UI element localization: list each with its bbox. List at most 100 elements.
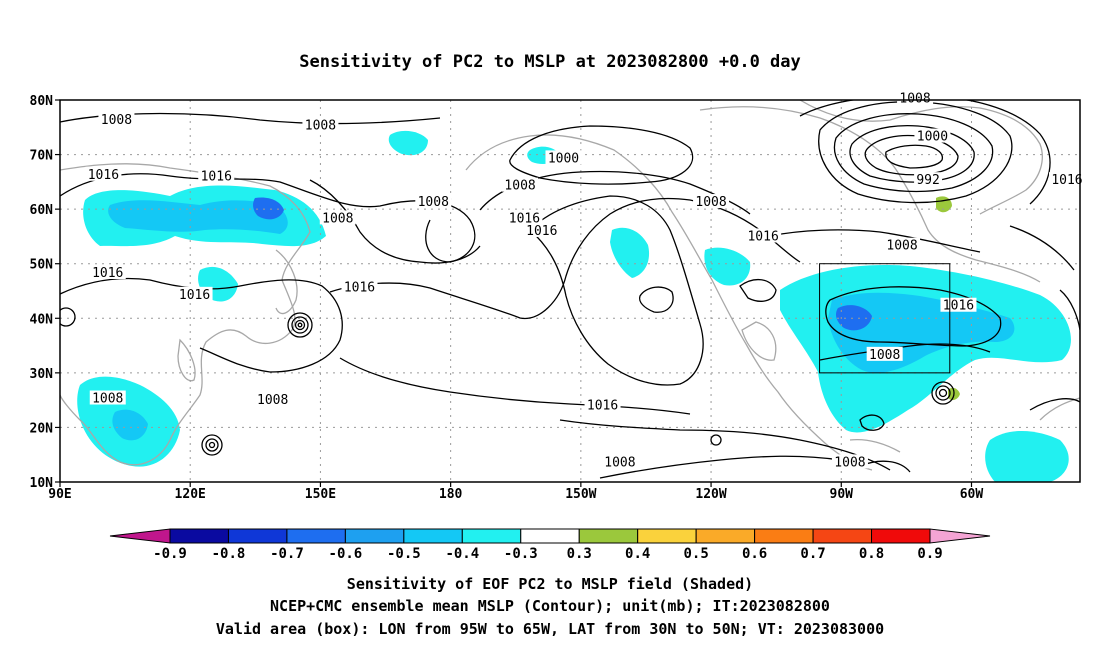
colorbar-swatch: [578, 528, 639, 544]
contour-label: 1016: [747, 229, 778, 244]
lon-tick-label: 150W: [565, 487, 596, 502]
latitude-axis: 80N 70N 60N 50N 40N 30N 20N 10N: [30, 94, 60, 491]
colorbar-swatch: [461, 528, 522, 544]
lat-tick-label: 50N: [30, 258, 54, 273]
colorbar-label: -0.7: [270, 546, 304, 562]
contour-label: 1008: [899, 91, 930, 106]
contour-label-bg: [198, 168, 235, 183]
lat-tick-label: 70N: [30, 149, 54, 164]
contour-label: 1008: [101, 113, 132, 128]
gridlines: [60, 100, 1080, 482]
lat-tick-label: 20N: [30, 421, 54, 436]
contour-label-bg: [415, 194, 452, 209]
contour-label-bg: [89, 390, 126, 405]
contour-label-bg: [831, 454, 868, 469]
contour-label: 1008: [92, 392, 123, 407]
caption-line-3: Valid area (box): LON from 95W to 65W, L…: [216, 620, 884, 638]
contour-label: 1016: [88, 168, 119, 183]
colorbar-label: -0.5: [387, 546, 421, 562]
contour-label-bg: [745, 228, 782, 243]
contour-label: 1008: [504, 179, 535, 194]
contour-label-bg: [85, 166, 122, 181]
coastlines: [60, 100, 1080, 471]
lon-tick-label: 60W: [960, 487, 984, 502]
caption-line-2: NCEP+CMC ensemble mean MSLP (Contour); u…: [270, 597, 830, 615]
contour-label: 1008: [695, 195, 726, 210]
contour-label: 1000: [917, 130, 948, 145]
contour-label-bg: [302, 117, 339, 132]
colorbar-label: -0.8: [212, 546, 246, 562]
colorbar-swatch: [227, 528, 288, 544]
colorbar-label: 0.7: [800, 546, 825, 562]
colorbar-label: 0.4: [625, 546, 650, 562]
contour-label-bg: [584, 397, 621, 412]
shading-north-pacific-west: [388, 130, 428, 156]
longitude-axis: 90E 120E 150E 180 150W 120W 90W 60W: [48, 482, 983, 502]
contour-label: 1016: [587, 399, 618, 414]
colorbar-swatch: [695, 528, 756, 544]
shading-north-america-west: [704, 247, 751, 286]
contour-label-bg: [866, 346, 903, 361]
map-frame: [59, 99, 1081, 483]
lon-tick-label: 90W: [830, 487, 854, 502]
contour-label: 1016: [943, 299, 974, 314]
contour-label-bg: [914, 128, 951, 143]
contour-label-bg: [693, 194, 730, 209]
colorbar-swatch: [286, 528, 346, 544]
colorbar-label: 0.3: [567, 546, 592, 562]
contour-label: 1008: [257, 393, 288, 408]
contour-label: 1000: [548, 151, 579, 166]
colorbar-high-extend: [929, 528, 991, 544]
contour-label: 1016: [509, 211, 540, 226]
contour-label: 1016: [201, 169, 232, 184]
contour-label-bg: [341, 279, 378, 294]
shading-asia-south-core: [112, 409, 148, 441]
colorbar-swatch: [637, 528, 697, 544]
colorbar-label: -0.6: [329, 546, 363, 562]
colorbar-label: -0.4: [445, 546, 479, 562]
contour-label: 1008: [834, 455, 865, 470]
lon-tick-label: 180: [439, 487, 463, 502]
colorbar-swatch: [812, 528, 873, 544]
colorbar-low-extend: [109, 528, 171, 544]
contour-label-bg: [884, 237, 921, 252]
contour-label-bg: [523, 222, 560, 237]
colorbar-swatch: [520, 528, 580, 544]
colorbar-label: 0.5: [684, 546, 709, 562]
lon-tick-label: 120W: [695, 487, 726, 502]
shading-west-coast: [610, 227, 650, 278]
caption-line-1: Sensitivity of EOF PC2 to MSLP field (Sh…: [347, 575, 753, 593]
lat-tick-label: 60N: [30, 203, 54, 218]
colorbar: -0.9 -0.8 -0.7 -0.6 -0.5 -0.4 -0.3 0.3 0.4 0.5 0.6…: [109, 528, 991, 562]
colorbar-swatch: [871, 528, 931, 544]
figure-title: Sensitivity of PC2 to MSLP at 2023082800…: [299, 52, 801, 72]
lat-tick-label: 30N: [30, 367, 54, 382]
contour-label-bg: [601, 454, 638, 469]
contour-label: 1008: [869, 348, 900, 363]
colorbar-label: -0.9: [153, 546, 187, 562]
contour-label: 1016: [526, 224, 557, 239]
contour-label: 992: [916, 173, 939, 188]
colorbar-label: 0.9: [917, 546, 942, 562]
colorbar-label: -0.3: [504, 546, 538, 562]
contour-label: 1008: [418, 195, 449, 210]
contour-label-bg: [176, 286, 213, 301]
lon-tick-label: 120E: [175, 487, 206, 502]
contour-label-bg: [254, 392, 291, 407]
contour-label-bg: [502, 177, 539, 192]
colorbar-swatch: [754, 528, 814, 544]
contour-label-bg: [545, 150, 582, 165]
contour-label-bg: [897, 90, 934, 105]
contour-label: 1008: [886, 239, 917, 254]
contour-label: 1008: [305, 119, 336, 134]
colorbar-swatch: [344, 528, 405, 544]
contour-label-bg: [319, 210, 356, 225]
shading-west-pacific-dark: [253, 197, 284, 220]
contour-label: 1008: [322, 211, 353, 226]
shading-caribbean: [985, 430, 1069, 482]
lat-tick-label: 40N: [30, 312, 54, 327]
colorbar-label: 0.6: [742, 546, 767, 562]
colorbar-label: 0.8: [859, 546, 884, 562]
